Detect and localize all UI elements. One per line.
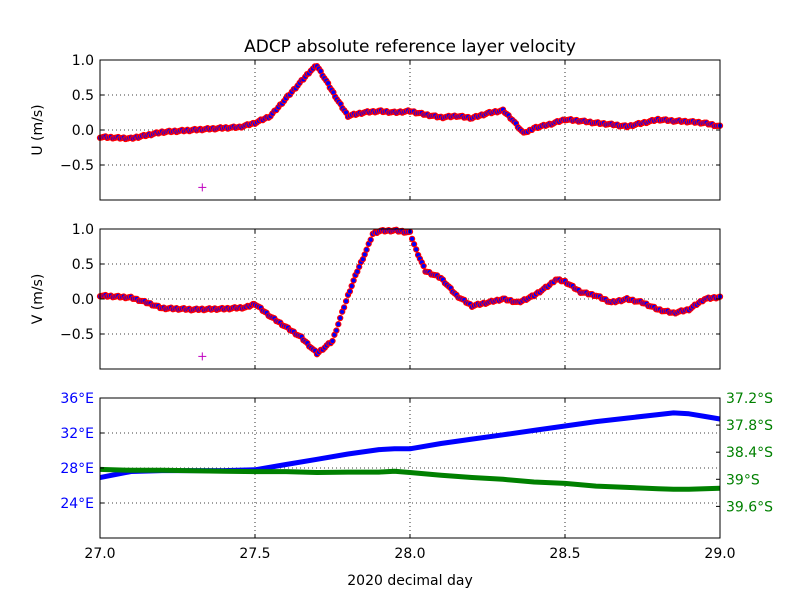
y-tick-label: 0.0 [72,292,94,308]
data-point [363,246,370,253]
x-tick-label: 29.0 [704,546,735,562]
latitude-tick-label: 39.6°S [726,499,773,515]
v-axis-label: V (m/s) [30,274,46,325]
outlier-marker [198,352,207,361]
data-point [410,241,418,248]
data-point [342,298,350,305]
data-point [333,327,340,334]
x-tick-label: 27.0 [84,546,115,562]
latitude-y-ticks: 37.2°S 37.8°S 38.4°S 39°S 39.6°S [716,391,773,515]
data-point [335,321,342,328]
x-tick-label: 28.0 [394,546,425,562]
latitude-tick-label: 37.8°S [726,418,773,434]
longitude-tick-label: 36°E [60,391,94,407]
longitude-y-ticks: 24°E 28°E 32°E 36°E [60,391,104,512]
v-x-tick-marks [99,229,721,369]
position-series [99,410,721,492]
v-velocity-panel: −0.5 0.0 0.5 1.0 V (m/s) [30,222,724,370]
data-point [337,314,344,322]
data-point [420,262,427,270]
x-axis-label: 2020 decimal day [347,573,472,589]
u-y-ticks: −0.5 0.0 0.5 1.0 [60,53,720,174]
u-velocity-panel: −0.5 0.0 0.5 1.0 U (m/s) [30,53,724,201]
x-tick-label: 28.5 [549,546,580,562]
y-tick-label: 0.5 [72,257,94,273]
y-tick-label: −0.5 [60,158,94,174]
latitude-tick-label: 39°S [726,472,760,488]
data-point [329,337,336,345]
y-tick-label: 0.5 [72,88,94,104]
y-tick-label: −0.5 [60,327,94,343]
y-tick-label: 1.0 [72,53,94,69]
latitude-tick-label: 37.2°S [726,391,773,407]
u-data-points [96,63,724,192]
outlier-marker [198,183,207,192]
data-point [413,246,420,253]
position-panel: 24°E28°E32°E36°E 37.2°S37.8°S38.4°S39°S3… [60,391,773,589]
v-y-ticks: −0.5 0.0 0.5 1.0 [60,222,720,343]
x-ticks: 27.0 27.5 28.0 28.5 29.0 [84,398,736,562]
longitude-tick-label: 28°E [60,461,94,477]
u-grid [100,60,720,200]
data-point [346,288,354,295]
v-data-points [96,226,724,361]
data-point [350,277,357,284]
y-tick-label: 0.0 [72,123,94,139]
latitude-tick-label: 38.4°S [726,445,773,461]
longitude-tick-label: 32°E [60,426,94,442]
data-point [367,236,374,243]
u-x-tick-marks [99,60,721,200]
y-tick-label: 1.0 [72,222,94,238]
data-point [408,235,416,243]
longitude-tick-label: 24°E [60,496,94,512]
position-grid [100,398,720,538]
data-point [348,282,355,290]
u-axis-label: U (m/s) [30,104,46,155]
latitude-series-line [99,466,721,492]
figure-title: ADCP absolute reference layer velocity [244,37,576,57]
data-point [340,304,348,311]
x-tick-label: 27.5 [239,546,270,562]
